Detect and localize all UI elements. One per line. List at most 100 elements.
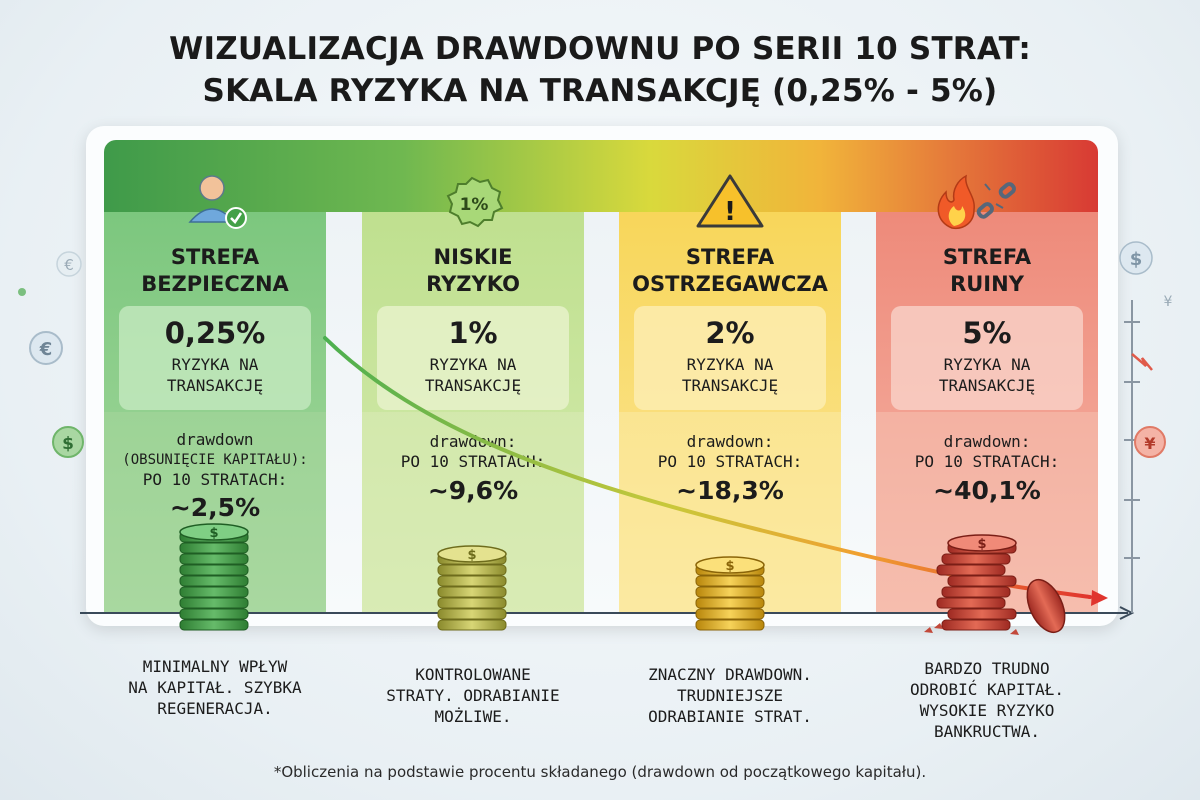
drawdown-caption-line: (OBSUNIĘCIE KAPITAŁU): [122,452,308,468]
zone-name-low: NISKIE RYZYKO [362,244,584,298]
drawdown-value-warning: ~18,3% [676,476,784,505]
description-line: STRATY. ODRABIANIE [386,686,560,705]
coin-symbol: $ [209,526,218,541]
risk-rate-box-ruin: 5% RYZYKA NA TRANSAKCJĘ [891,306,1083,410]
side-symbol: $ [62,434,74,454]
coin [947,608,1017,620]
coin [437,597,507,609]
risk-rate-box-low: 1% RYZYKA NA TRANSAKCJĘ [377,306,569,410]
zone-name-line: STREFA [170,245,260,269]
zone-name-line: BEZPIECZNA [141,272,289,296]
coin [437,564,507,576]
coin [179,542,249,554]
description-line: ODRABIANIE STRAT. [648,707,812,726]
risk-rate-label: TRANSAKCJĘ [938,376,1036,395]
zone-name-line: OSTRZEGAWCZA [632,272,828,296]
risk-rate-label: TRANSAKCJĘ [681,376,779,395]
fallen-coin [1026,578,1066,634]
warning-mark: ! [724,197,736,227]
description-line: MOŻLIWE. [434,707,512,726]
coin-fragment [924,627,933,633]
risk-rate-box-safe: 0,25% RYZYKA NA TRANSAKCJĘ [119,306,311,410]
curve-arrowhead [1091,590,1108,606]
zone-name-ruin: STREFA RUINY [876,244,1098,298]
coin [941,553,1011,565]
drawdown-caption-line: drawdown: [686,432,774,451]
description-line: REGENERACJA. [157,699,273,718]
coin [437,586,507,598]
coin-stack: $ [179,523,249,631]
drawdown-caption-line: PO 10 STRATACH: [657,452,803,471]
percent-badge-icon: 1% [446,176,504,228]
coin [941,619,1011,631]
zone-name-line: NISKIE [433,245,513,269]
coin [179,564,249,576]
zone-name-line: RUINY [950,272,1024,296]
description-line: MINIMALNY WPŁYW [142,657,288,676]
risk-rate-value: 0,25% [164,316,266,350]
drawdown-value-ruin: ~40,1% [933,476,1041,505]
coin-stack: $ [924,534,1066,635]
zone-name-line: STREFA [942,245,1032,269]
drawdown-value-low: ~9,6% [427,476,519,505]
coin [695,608,765,620]
side-symbols-right: $ ¥ ¥ [1119,241,1173,458]
coin-fragment [934,623,943,629]
drawdown-caption-line: PO 10 STRATACH: [142,470,288,489]
coin [179,619,249,631]
drawdown-value-safe: ~2,5% [169,493,261,522]
zone-description-ruin: BARDZO TRUDNO ODROBIĆ KAPITAŁ. WYSOKIE R… [867,658,1107,742]
description-line: ODROBIĆ KAPITAŁ. [909,680,1065,699]
zone-description-low: KONTROLOWANE STRATY. ODRABIANIE MOŻLIWE. [353,664,593,727]
page-title: WIZUALIZACJA DRAWDOWNU PO SERII 10 STRAT… [0,28,1200,112]
euro-coin-icon [56,251,82,277]
description-line: WYSOKIE RYZYKO [919,701,1055,720]
user-check-icon [188,175,247,229]
side-symbol: ¥ [1144,434,1155,453]
description-line: TRUDNIEJSZE [677,686,783,705]
risk-rate-label: RYZYKA NA [429,355,517,374]
zone-name-line: STREFA [685,245,775,269]
risk-rate-value: 1% [448,316,498,350]
coin [437,619,507,631]
coin [437,575,507,587]
down-trend-arrow-icon [1131,353,1153,371]
percent-badge-text: 1% [460,195,489,215]
description-line: ZNACZNY DRAWDOWN. [648,665,812,684]
coin-stack: $ [437,545,507,631]
coin [947,575,1017,587]
decor-dot [18,288,26,296]
zone-name-safe: STREFA BEZPIECZNA [104,244,326,298]
coin-stacks: $ $ $ $ [179,523,1066,635]
coin [179,608,249,620]
risk-rate-value: 5% [962,316,1012,350]
coin [179,586,249,598]
side-symbol: $ [1130,249,1143,270]
coin-top [695,556,765,574]
right-tick-marks [1124,300,1140,613]
coin [179,575,249,587]
fire-broken-chain-icon [937,174,1016,230]
risk-rate-label: TRANSAKCJĘ [166,376,264,395]
coin-top [437,545,507,563]
zone-description-warning: ZNACZNY DRAWDOWN. TRUDNIEJSZE ODRABIANIE… [610,664,850,727]
coin [695,619,765,631]
side-symbols-left: € € $ [18,251,84,458]
euro-coin-icon [29,331,63,365]
coin-top [947,534,1017,552]
zone-gap [584,212,620,614]
title-line-2: SKALA RYZYKA NA TRANSAKCJĘ (0,25% - 5%) [202,73,998,109]
coin-top [179,523,249,541]
coin [695,597,765,609]
zone-name-line: RYZYKO [426,272,520,296]
coin [695,586,765,598]
description-line: NA KAPITAŁ. SZYBKA [128,678,302,697]
coin [695,575,765,587]
dollar-coin-icon [52,426,84,458]
coin [936,597,1006,609]
coin-symbol: $ [467,548,476,563]
side-symbol: € [39,339,53,360]
coin [437,608,507,620]
description-line: KONTROLOWANE [415,665,531,684]
